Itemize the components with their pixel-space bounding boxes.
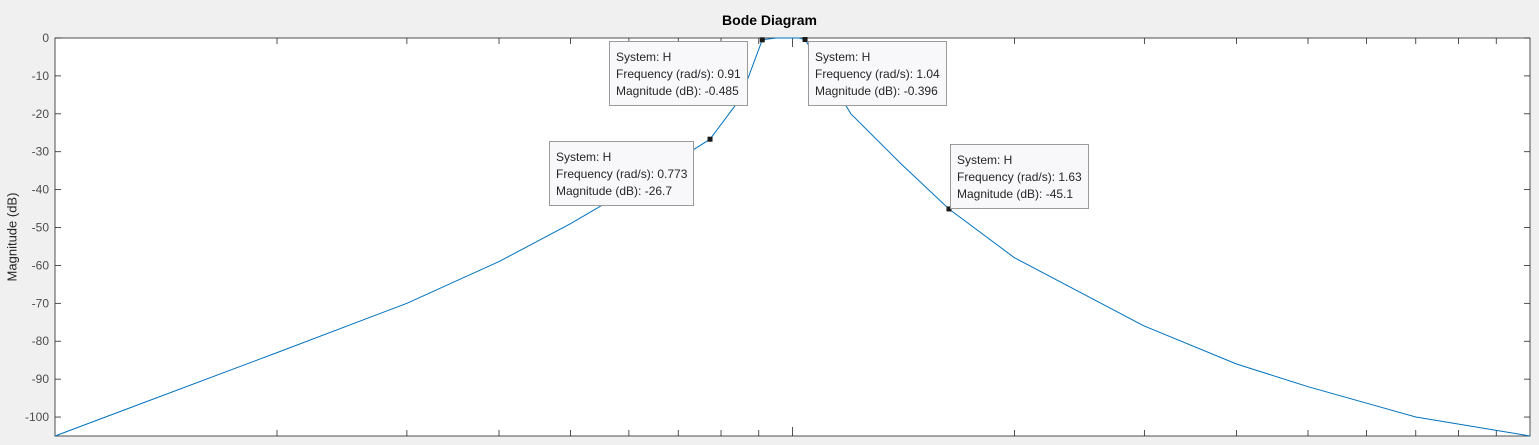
datatip-frequency: Frequency (rad/s): 1.04 xyxy=(815,67,940,81)
datatip-system: System: H xyxy=(957,153,1013,167)
y-tick-label: 0 xyxy=(42,31,49,45)
datatip-system: System: H xyxy=(556,150,612,164)
datatip-magnitude: Magnitude (dB): -26.7 xyxy=(556,184,673,198)
y-tick-label: -100 xyxy=(25,410,49,424)
y-tick-label: -10 xyxy=(32,69,50,83)
datatip-0[interactable]: System: H Frequency (rad/s): 0.91 Magnit… xyxy=(609,41,748,106)
y-tick-label: -30 xyxy=(32,145,50,159)
datatip-frequency: Frequency (rad/s): 1.63 xyxy=(957,170,1082,184)
y-tick-label: -20 xyxy=(32,107,50,121)
datatip-frequency: Frequency (rad/s): 0.91 xyxy=(616,67,741,81)
datatip-magnitude: Magnitude (dB): -45.1 xyxy=(957,187,1074,201)
datatip-marker-2[interactable] xyxy=(707,136,713,142)
y-tick-label: -40 xyxy=(32,183,50,197)
datatip-system: System: H xyxy=(616,50,672,64)
y-tick-label: -60 xyxy=(32,258,50,272)
datatip-2[interactable]: System: H Frequency (rad/s): 0.773 Magni… xyxy=(549,141,695,206)
chart-title: Bode Diagram xyxy=(722,12,817,28)
y-tick-label: -80 xyxy=(32,334,50,348)
y-tick-label: -70 xyxy=(32,296,50,310)
datatip-3[interactable]: System: H Frequency (rad/s): 1.63 Magnit… xyxy=(950,144,1089,209)
datatip-magnitude: Magnitude (dB): -0.485 xyxy=(616,84,739,98)
plot-area xyxy=(54,37,1531,437)
datatip-1[interactable]: System: H Frequency (rad/s): 1.04 Magnit… xyxy=(808,41,947,106)
datatip-magnitude: Magnitude (dB): -0.396 xyxy=(815,84,938,98)
y-tick-label: -90 xyxy=(32,372,50,386)
datatip-frequency: Frequency (rad/s): 0.773 xyxy=(556,167,688,181)
datatip-system: System: H xyxy=(815,50,871,64)
y-tick-label: -50 xyxy=(32,221,50,235)
datatip-marker-3[interactable] xyxy=(946,206,952,212)
datatip-marker-1[interactable] xyxy=(802,37,808,43)
datatip-marker-0[interactable] xyxy=(759,37,765,43)
magnitude-curve xyxy=(54,37,1531,437)
